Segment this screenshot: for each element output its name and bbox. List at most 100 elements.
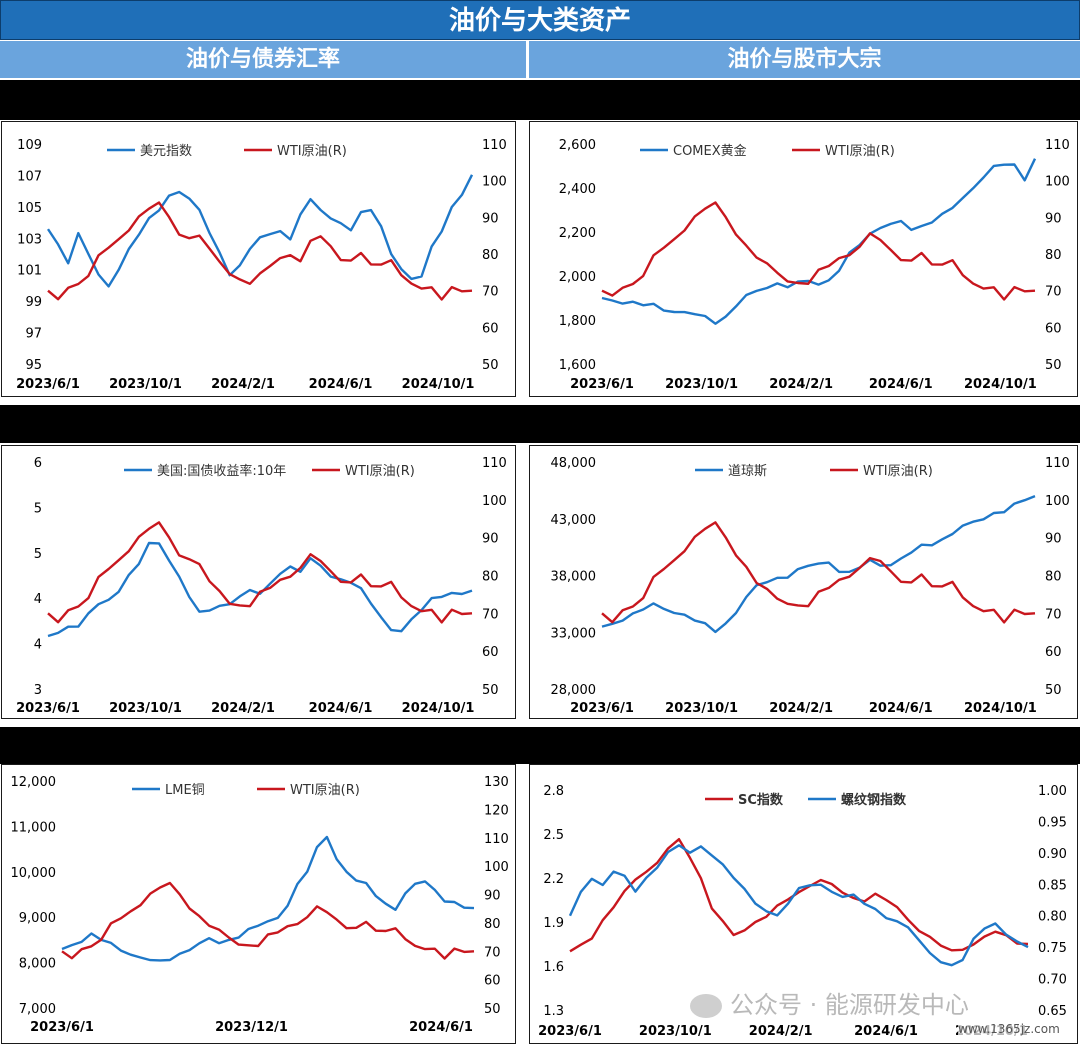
x-tick-label: 2024/10/1 — [402, 701, 475, 716]
left-tick-label: 2.8 — [543, 784, 564, 799]
right-tick-label: 0.95 — [1038, 815, 1067, 830]
x-tick-label: 2023/10/1 — [665, 377, 738, 392]
right-tick-label: 90 — [484, 889, 501, 904]
x-tick-label: 2024/10/1 — [964, 701, 1037, 716]
right-tick-label: 70 — [1045, 285, 1062, 300]
left-tick-label: 2,400 — [559, 182, 596, 197]
x-tick-label: 2023/12/1 — [215, 1020, 288, 1035]
page-title: 油价与大类资产 — [0, 0, 1080, 40]
right-tick-label: 110 — [1045, 456, 1070, 471]
x-tick-label: 2024/10/1 — [964, 377, 1037, 392]
series-line-1 — [569, 837, 1029, 953]
series-line-2 — [601, 201, 1036, 301]
row-1-band — [0, 80, 1080, 120]
series-line-1 — [601, 158, 1037, 325]
series-line-1 — [61, 835, 475, 962]
right-tick-label: 50 — [1045, 358, 1062, 373]
right-tick-label: 60 — [1045, 645, 1062, 660]
left-tick-label: 38,000 — [551, 570, 597, 585]
series-line-2 — [47, 521, 473, 624]
steel-chart: 2.8 2.5 2.2 1.9 1.6 1.3 1.00 0.95 0.90 0.85 0.80 0.… — [529, 764, 1078, 1044]
left-tick-label: 12,000 — [11, 775, 57, 790]
left-tick-label: 6 — [34, 456, 42, 471]
right-tick-label: 70 — [482, 285, 499, 300]
left-tick-label: 3 — [34, 683, 42, 698]
legend-label-2: 螺纹钢指数 — [841, 792, 907, 808]
watermark: 公众号 · 能源研发中心 — [690, 985, 969, 1020]
right-tick-label: 50 — [482, 358, 499, 373]
left-tick-label: 10,000 — [11, 866, 57, 881]
right-tick-label: 80 — [482, 248, 499, 263]
x-tick-label: 2023/10/1 — [109, 701, 182, 716]
right-tick-label: 60 — [482, 321, 499, 336]
x-tick-label: 2023/10/1 — [665, 701, 738, 716]
left-tick-label: 1.3 — [543, 1004, 564, 1019]
right-tick-label: 50 — [1045, 683, 1062, 698]
left-tick-label: 4 — [34, 592, 42, 607]
x-tick-label: 2023/10/1 — [639, 1024, 712, 1039]
x-tick-label: 2023/6/1 — [16, 701, 80, 716]
legend-label-2: WTI原油(R) — [290, 783, 360, 798]
right-tick-label: 80 — [1045, 248, 1062, 263]
right-tick-label: 60 — [1045, 321, 1062, 336]
right-tick-label: 1.00 — [1038, 784, 1067, 799]
series-line-2 — [61, 881, 475, 960]
usd-chart: 109 107 105 103 101 99 97 95 110 100 90 80 70 60 50 202… — [1, 121, 516, 397]
left-tick-label: 2.5 — [543, 828, 564, 843]
right-tick-label: 0.90 — [1038, 847, 1067, 862]
left-tick-label: 109 — [17, 138, 42, 153]
x-tick-label: 2023/10/1 — [109, 377, 182, 392]
right-tick-label: 0.75 — [1038, 941, 1067, 956]
wechat-icon — [690, 994, 722, 1018]
right-tick-label: 80 — [482, 570, 499, 585]
left-tick-label: 105 — [17, 201, 42, 216]
left-tick-label: 2,000 — [559, 270, 596, 285]
x-tick-label: 2024/6/1 — [854, 1024, 918, 1039]
left-tick-label: 1,600 — [559, 358, 596, 373]
dow-chart: 48,000 43,000 38,000 33,000 28,000 110 100 90 80… — [529, 445, 1078, 719]
right-tick-label: 70 — [484, 945, 501, 960]
left-tick-label: 95 — [25, 358, 42, 373]
legend-label-1: LME铜 — [165, 783, 205, 798]
right-tick-label: 100 — [482, 494, 507, 509]
legend-label-1: 道琼斯 — [728, 464, 767, 479]
gold-chart: 2,600 2,400 2,200 2,000 1,800 1,600 110 100 90 80… — [529, 121, 1078, 397]
right-tick-label: 90 — [1045, 532, 1062, 547]
left-tick-label: 9,000 — [19, 911, 56, 926]
x-tick-label: 2024/2/1 — [749, 1024, 813, 1039]
right-tick-label: 50 — [482, 683, 499, 698]
x-tick-label: 2023/6/1 — [570, 377, 634, 392]
left-tick-label: 28,000 — [551, 683, 597, 698]
left-tick-label: 7,000 — [19, 1002, 56, 1017]
x-tick-label: 2024/6/1 — [309, 377, 373, 392]
left-tick-label: 8,000 — [19, 957, 56, 972]
x-tick-label: 2024/2/1 — [211, 701, 275, 716]
left-tick-label: 1.6 — [543, 960, 564, 975]
legend-label-2: WTI原油(R) — [825, 144, 895, 159]
legend-label-2: WTI原油(R) — [345, 464, 415, 479]
right-tick-label: 70 — [482, 607, 499, 622]
legend-label-1: 美国:国债收益率:10年 — [157, 463, 286, 479]
right-tick-label: 120 — [484, 803, 509, 818]
right-tick-label: 60 — [482, 645, 499, 660]
x-tick-label: 2024/6/1 — [309, 701, 373, 716]
x-tick-label: 2024/6/1 — [869, 377, 933, 392]
site-watermark: www.1365jz.com — [958, 1022, 1060, 1036]
left-tick-label: 48,000 — [551, 456, 597, 471]
series-line-1 — [47, 541, 473, 638]
right-tick-label: 0.85 — [1038, 878, 1067, 893]
right-tick-label: 50 — [484, 1002, 501, 1017]
right-tick-label: 0.80 — [1038, 910, 1067, 925]
right-tick-label: 110 — [484, 832, 509, 847]
x-tick-label: 2024/2/1 — [211, 377, 275, 392]
right-tick-label: 110 — [482, 138, 507, 153]
right-tick-label: 0.65 — [1038, 1004, 1067, 1019]
left-tick-label: 2,600 — [559, 138, 596, 153]
series-line-2 — [601, 521, 1036, 624]
x-tick-label: 2023/6/1 — [30, 1020, 94, 1035]
right-section-title: 油价与股市大宗 — [529, 41, 1080, 78]
left-tick-label: 2,200 — [559, 226, 596, 241]
legend-label-1: 美元指数 — [140, 144, 192, 159]
right-tick-label: 60 — [484, 974, 501, 989]
right-tick-label: 90 — [482, 211, 499, 226]
